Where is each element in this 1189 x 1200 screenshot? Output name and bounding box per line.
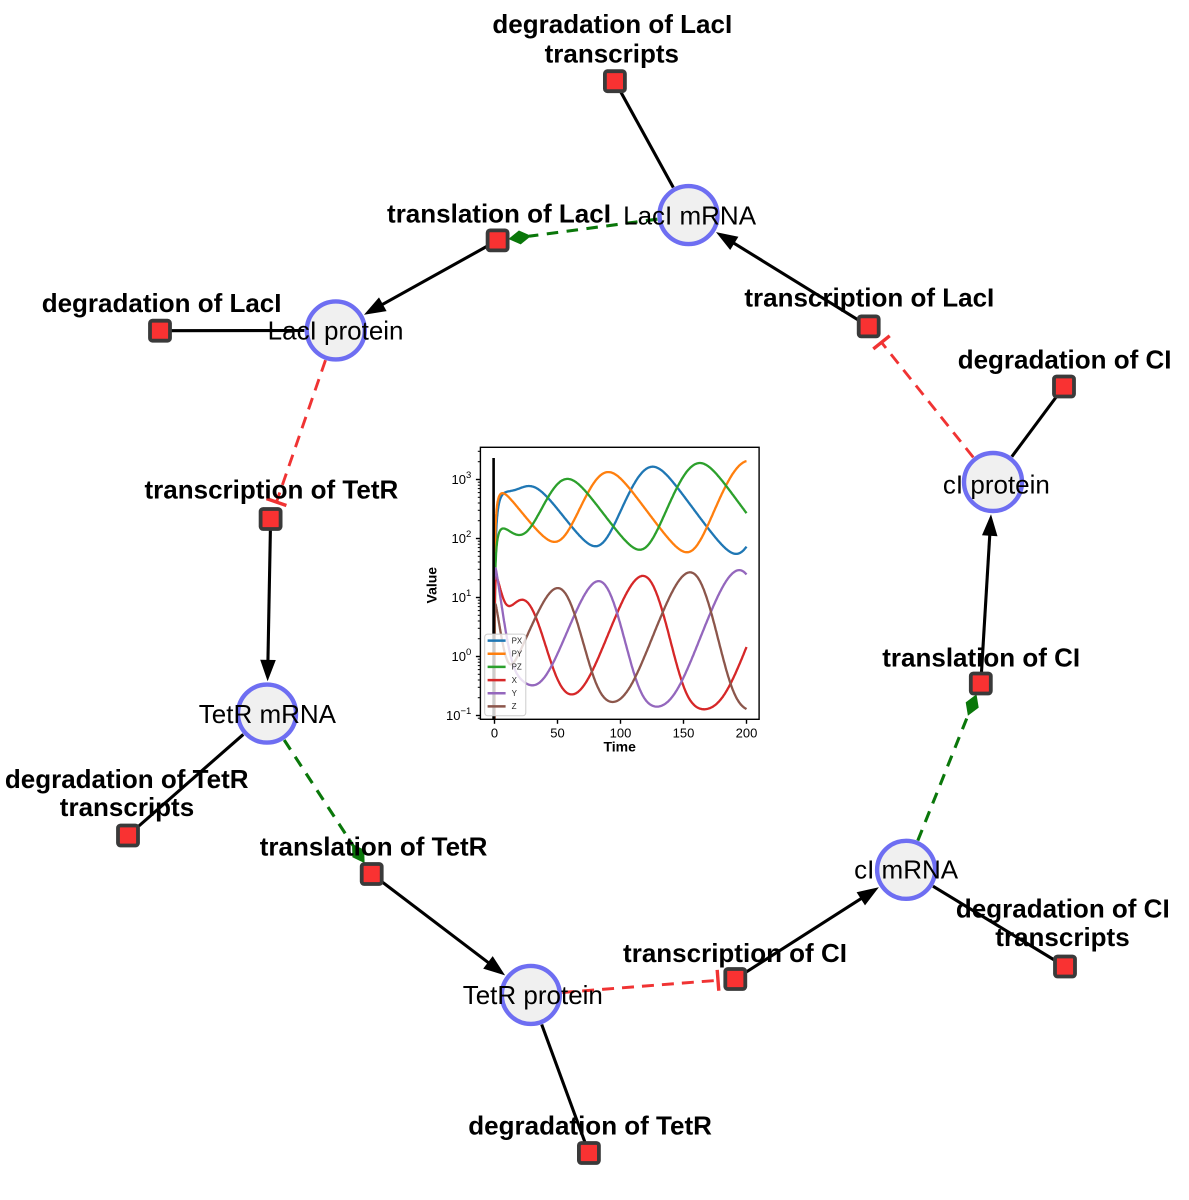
- svg-text:Y: Y: [512, 689, 518, 698]
- svg-text:PX: PX: [512, 636, 523, 645]
- svg-text:Value: Value: [423, 567, 439, 604]
- svg-text:transcription of CI: transcription of CI: [623, 938, 847, 968]
- svg-text:PY: PY: [512, 650, 523, 659]
- svg-text:50: 50: [550, 726, 564, 741]
- svg-text:degradation of CI: degradation of CI: [958, 344, 1172, 374]
- svg-text:degradation of TetR: degradation of TetR: [5, 764, 249, 794]
- svg-text:translation of CI: translation of CI: [882, 643, 1080, 673]
- svg-text:TetR mRNA: TetR mRNA: [199, 699, 337, 729]
- svg-text:150: 150: [673, 726, 695, 741]
- svg-text:transcripts: transcripts: [995, 922, 1129, 952]
- svg-text:transcription of LacI: transcription of LacI: [744, 283, 994, 313]
- svg-text:degradation of LacI: degradation of LacI: [492, 9, 732, 39]
- svg-text:degradation of LacI: degradation of LacI: [42, 288, 282, 318]
- svg-text:100: 100: [610, 726, 632, 741]
- svg-text:transcription of TetR: transcription of TetR: [145, 475, 399, 505]
- svg-text:translation of TetR: translation of TetR: [260, 832, 488, 862]
- svg-text:transcripts: transcripts: [545, 39, 679, 69]
- svg-text:cI mRNA: cI mRNA: [854, 855, 959, 885]
- svg-text:transcripts: transcripts: [60, 792, 194, 822]
- svg-text:LacI mRNA: LacI mRNA: [623, 200, 757, 230]
- svg-text:PZ: PZ: [512, 663, 522, 672]
- svg-text:degradation of TetR: degradation of TetR: [468, 1111, 712, 1141]
- svg-text:translation of LacI: translation of LacI: [387, 199, 611, 229]
- svg-text:0: 0: [491, 726, 498, 741]
- svg-text:degradation of CI: degradation of CI: [956, 894, 1170, 924]
- svg-text:TetR protein: TetR protein: [463, 980, 603, 1010]
- svg-text:200: 200: [736, 726, 758, 741]
- svg-text:LacI protein: LacI protein: [268, 316, 404, 346]
- svg-text:Z: Z: [512, 702, 517, 711]
- svg-text:X: X: [512, 676, 518, 685]
- svg-text:cI protein: cI protein: [943, 470, 1050, 500]
- svg-text:Time: Time: [603, 739, 636, 755]
